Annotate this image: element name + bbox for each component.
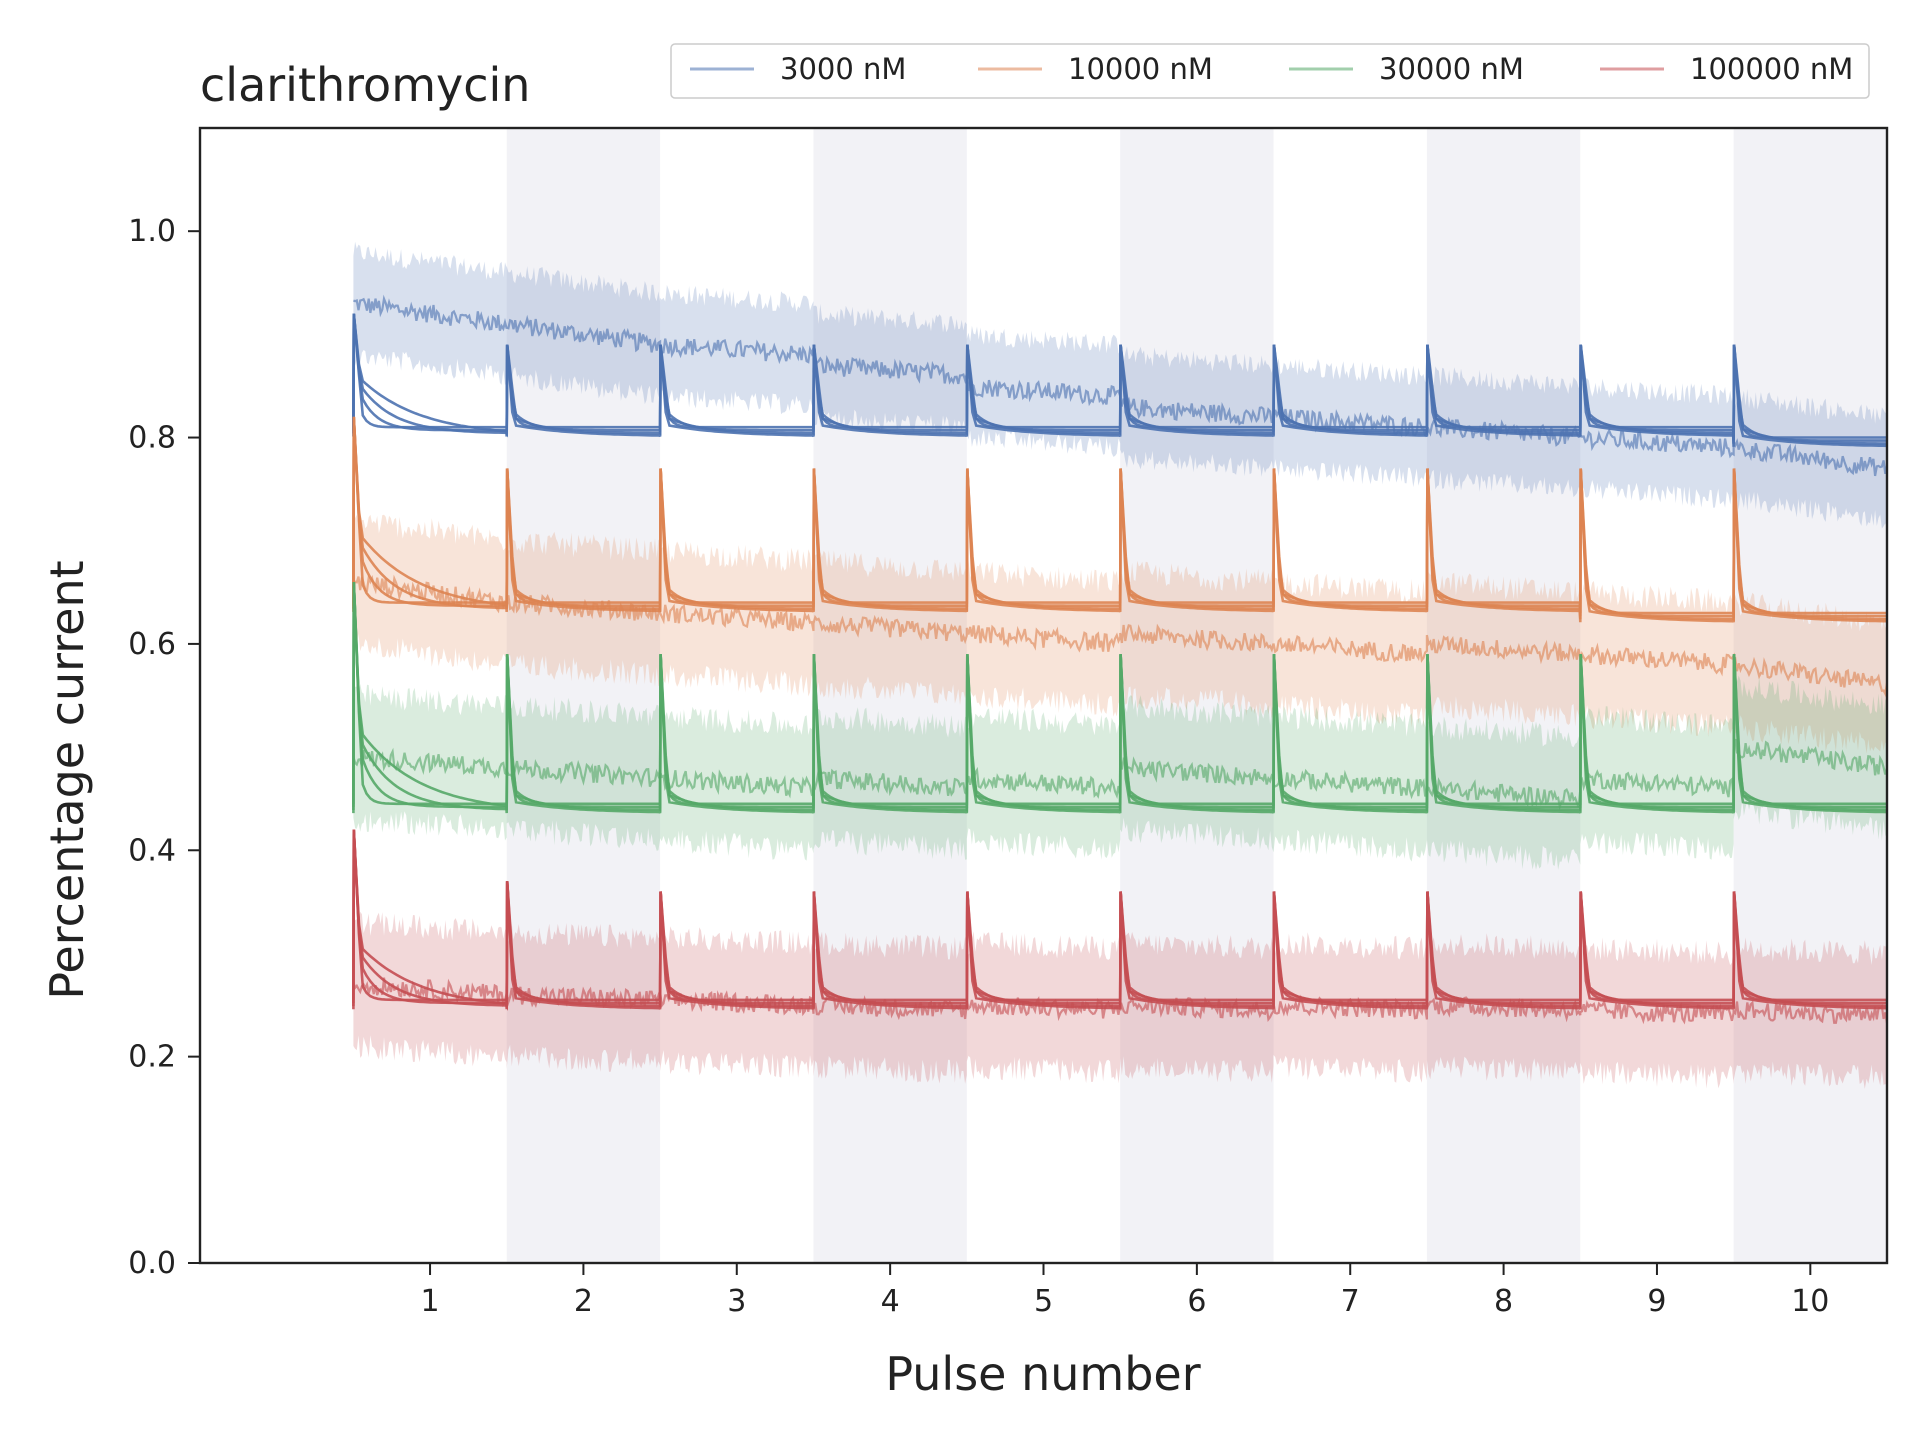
y-tick-label: 1.0 [128, 214, 176, 249]
y-axis-ticks: 0.0 0.2 0.4 0.6 0.8 1.0 [128, 214, 200, 1281]
y-tick-label: 0.8 [128, 421, 176, 456]
y-tick-label: 0.4 [128, 833, 176, 868]
legend: 3000 nM 10000 nM 30000 nM 100000 nM [671, 44, 1869, 98]
x-tick-label: 10 [1791, 1284, 1829, 1319]
y-axis-label: Percentage current [40, 560, 94, 999]
x-tick-label: 5 [1034, 1284, 1053, 1319]
x-tick-label: 2 [574, 1284, 593, 1319]
legend-label-3000-nm: 3000 nM [780, 52, 906, 86]
legend-label-10000-nm: 10000 nM [1068, 52, 1213, 86]
x-tick-label: 9 [1647, 1284, 1666, 1319]
y-tick-label: 0.6 [128, 627, 176, 662]
x-tick-label: 7 [1341, 1284, 1360, 1319]
y-tick-label: 0.0 [128, 1246, 176, 1281]
x-axis-label: Pulse number [885, 1347, 1200, 1401]
x-tick-label: 3 [727, 1284, 746, 1319]
x-tick-label: 6 [1187, 1284, 1206, 1319]
x-tick-label: 4 [881, 1284, 900, 1319]
x-axis-ticks: 1 2 3 4 5 6 7 8 9 10 [420, 1263, 1829, 1319]
legend-label-30000-nm: 30000 nM [1379, 52, 1524, 86]
legend-label-100000-nm: 100000 nM [1690, 52, 1853, 86]
x-tick-label: 1 [420, 1284, 439, 1319]
x-tick-label: 8 [1494, 1284, 1513, 1319]
chart-title: clarithromycin [200, 58, 530, 112]
y-tick-label: 0.2 [128, 1040, 176, 1075]
